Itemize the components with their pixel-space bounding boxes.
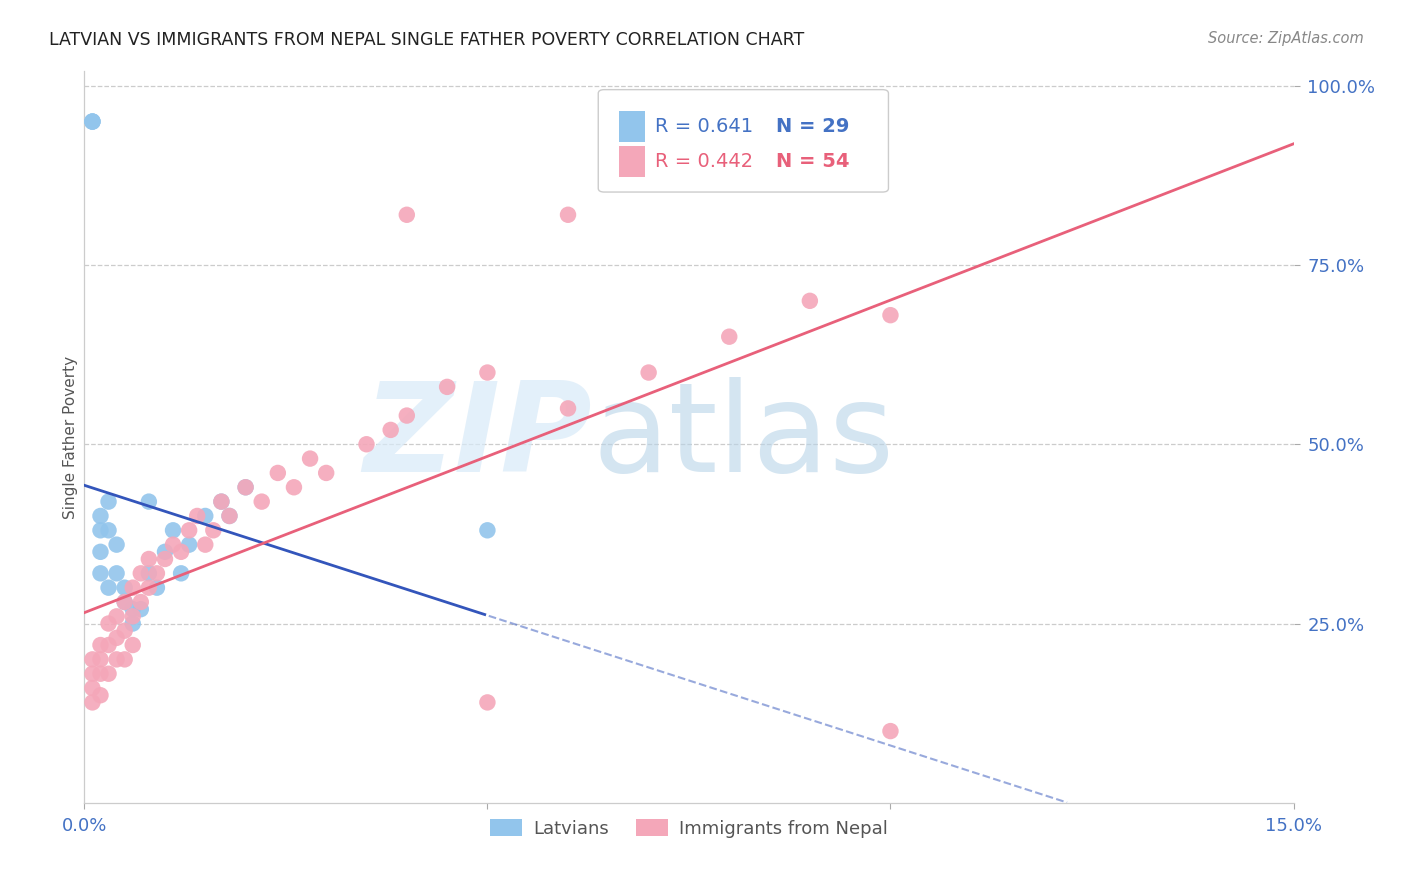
Point [89, 566, 111, 581]
Point [105, 566, 128, 581]
Point [153, 545, 176, 559]
Legend: Latvians, Immigrants from Nepal: Latvians, Immigrants from Nepal [482, 812, 896, 845]
Point [557, 208, 579, 222]
Point [121, 616, 143, 631]
Point [89, 688, 111, 702]
Point [138, 566, 160, 581]
Point [718, 329, 741, 343]
Point [97, 638, 120, 652]
Text: ZIP: ZIP [364, 376, 592, 498]
Point [97, 524, 120, 538]
Point [121, 581, 143, 595]
Point [637, 366, 659, 380]
Point [170, 566, 193, 581]
Point [89, 524, 111, 538]
Point [202, 524, 225, 538]
Point [436, 380, 458, 394]
Point [82, 695, 104, 709]
Point [89, 652, 111, 666]
Point [477, 524, 499, 538]
Text: R = 0.442: R = 0.442 [655, 153, 754, 171]
Point [89, 508, 111, 523]
Point [114, 652, 136, 666]
Point [218, 508, 240, 523]
Point [89, 638, 111, 652]
Point [82, 652, 104, 666]
Point [235, 480, 257, 494]
Point [170, 545, 193, 559]
Point [121, 609, 143, 624]
Point [557, 401, 579, 416]
Point [283, 480, 305, 494]
Point [209, 494, 232, 508]
Point [129, 566, 152, 581]
Point [179, 538, 201, 552]
Point [186, 508, 208, 523]
Point [82, 114, 104, 128]
Text: atlas: atlas [592, 376, 894, 498]
Point [121, 638, 143, 652]
Text: N = 29: N = 29 [776, 117, 849, 136]
Y-axis label: Single Father Poverty: Single Father Poverty [63, 356, 77, 518]
Point [799, 293, 821, 308]
Point [138, 581, 160, 595]
Point [97, 494, 120, 508]
Point [82, 114, 104, 128]
FancyBboxPatch shape [619, 112, 645, 142]
Point [129, 602, 152, 616]
Point [146, 566, 169, 581]
Point [82, 114, 104, 128]
Point [97, 616, 120, 631]
Point [114, 595, 136, 609]
Point [194, 538, 217, 552]
Point [267, 466, 290, 480]
Point [105, 609, 128, 624]
Text: Source: ZipAtlas.com: Source: ZipAtlas.com [1208, 31, 1364, 46]
Point [194, 508, 217, 523]
Point [129, 595, 152, 609]
Point [395, 208, 418, 222]
Point [477, 695, 499, 709]
Point [162, 538, 184, 552]
Point [879, 308, 901, 322]
Point [138, 552, 160, 566]
Point [89, 545, 111, 559]
Point [179, 524, 201, 538]
Point [153, 552, 176, 566]
Point [380, 423, 402, 437]
Point [138, 494, 160, 508]
Text: LATVIAN VS IMMIGRANTS FROM NEPAL SINGLE FATHER POVERTY CORRELATION CHART: LATVIAN VS IMMIGRANTS FROM NEPAL SINGLE … [49, 31, 804, 49]
Point [114, 624, 136, 638]
Point [114, 581, 136, 595]
Point [235, 480, 257, 494]
Point [299, 451, 322, 466]
Point [114, 595, 136, 609]
Point [395, 409, 418, 423]
Text: N = 54: N = 54 [776, 153, 849, 171]
Point [218, 508, 240, 523]
Point [879, 724, 901, 739]
Point [82, 681, 104, 695]
Point [105, 652, 128, 666]
FancyBboxPatch shape [619, 146, 645, 178]
Point [250, 494, 273, 508]
Point [105, 538, 128, 552]
Point [105, 631, 128, 645]
Point [315, 466, 337, 480]
Point [97, 666, 120, 681]
Point [162, 524, 184, 538]
Text: R = 0.641: R = 0.641 [655, 117, 754, 136]
Point [477, 366, 499, 380]
Point [121, 602, 143, 616]
Point [209, 494, 232, 508]
Point [82, 666, 104, 681]
Point [89, 666, 111, 681]
Point [97, 581, 120, 595]
Point [146, 581, 169, 595]
FancyBboxPatch shape [599, 90, 889, 192]
Point [356, 437, 378, 451]
